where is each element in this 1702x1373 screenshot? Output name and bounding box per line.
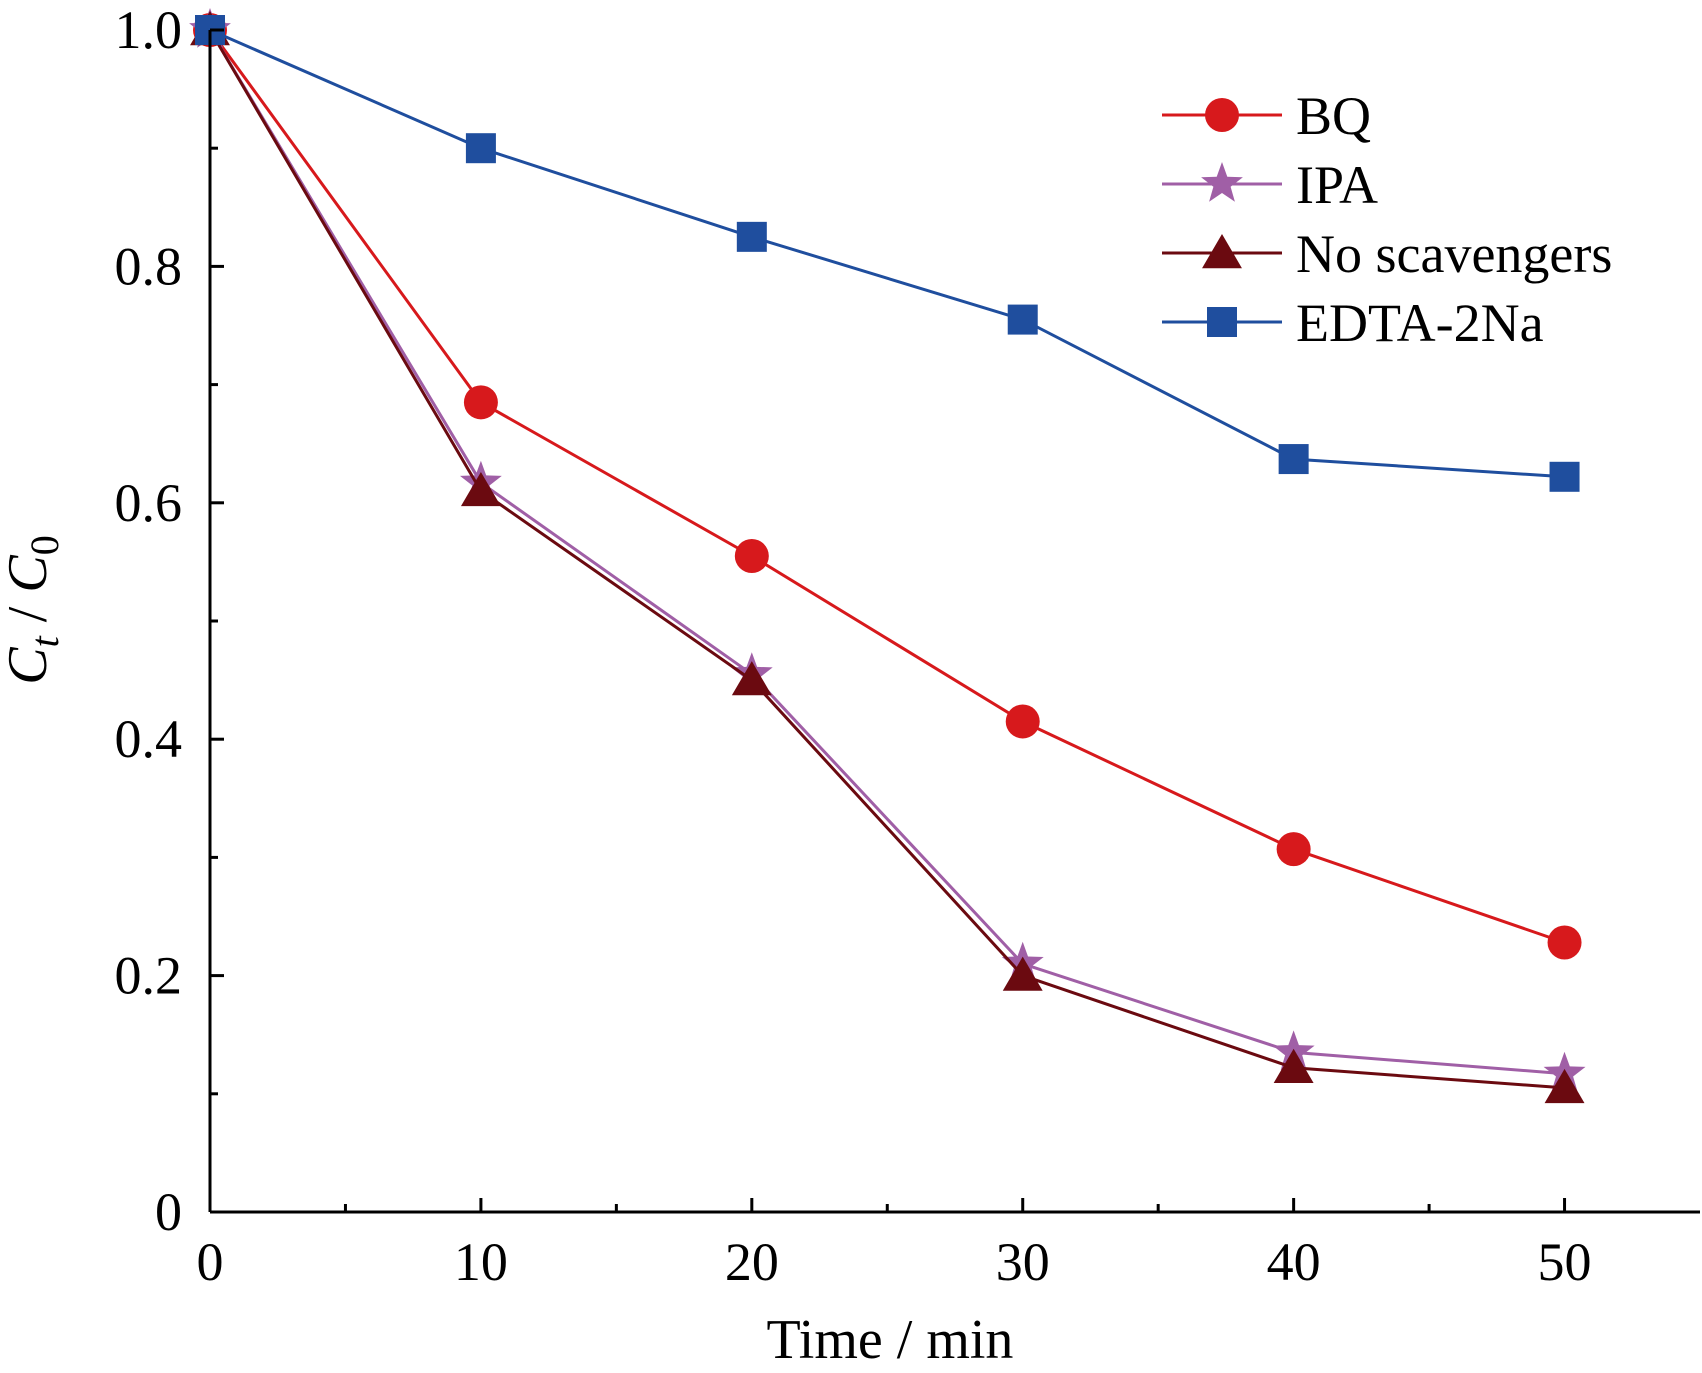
y-axis-label-ct: C xyxy=(0,647,59,685)
legend: BQ IPA No scavengers EDTA-2Na xyxy=(1162,86,1612,353)
x-tick-label: 20 xyxy=(725,1232,779,1292)
data-point-no-scavengers xyxy=(731,661,772,696)
legend-label-ipa: IPA xyxy=(1296,155,1378,215)
data-point-no-scavengers xyxy=(1273,1048,1314,1083)
y-axis-label-zero-sub: 0 xyxy=(22,535,67,555)
y-axis-label: Ct / C0 xyxy=(0,535,67,684)
data-point-no-scavengers xyxy=(1002,956,1043,991)
x-tick-label: 40 xyxy=(1267,1232,1321,1292)
series-line-bq xyxy=(208,29,1565,944)
y-axis-label-slash: / xyxy=(0,593,59,637)
series-layer xyxy=(189,8,1586,1104)
legend-label-no-scavengers: No scavengers xyxy=(1296,224,1612,284)
data-point-edta-2na xyxy=(465,133,496,164)
series-line-edta-2na xyxy=(209,28,1565,479)
data-point-edta-2na xyxy=(1007,304,1038,335)
legend-item-ipa: IPA xyxy=(1162,155,1378,215)
x-tick-label: 0 xyxy=(197,1232,224,1292)
legend-marker-no-scavengers xyxy=(1202,234,1242,269)
data-point-bq xyxy=(1547,925,1582,960)
legend-marker-bq xyxy=(1205,98,1239,132)
x-tick-label: 50 xyxy=(1538,1232,1592,1292)
y-tick-label: 0.8 xyxy=(115,236,183,296)
y-tick-label: 0.2 xyxy=(115,946,183,1006)
legend-marker-edta-2na xyxy=(1207,307,1237,337)
x-tick-label: 30 xyxy=(996,1232,1050,1292)
legend-item-no-scavengers: No scavengers xyxy=(1162,224,1612,284)
x-axis-label: Time / min xyxy=(767,1309,1014,1368)
y-tick-label: 0.6 xyxy=(115,473,183,533)
y-tick-label: 0.4 xyxy=(115,709,183,769)
legend-label-bq: BQ xyxy=(1296,86,1371,146)
y-axis-label-t-sub: t xyxy=(22,635,67,647)
data-point-no-scavengers xyxy=(1544,1068,1585,1104)
x-tick-label: 10 xyxy=(454,1232,508,1292)
data-point-bq xyxy=(463,385,498,420)
data-point-edta-2na xyxy=(1278,444,1309,475)
data-point-edta-2na xyxy=(736,221,767,252)
legend-item-bq: BQ xyxy=(1162,86,1371,146)
series-line-no-scavengers xyxy=(208,29,1565,1090)
axes-layer: 0 10 20 30 40 50 0 0.2 0.4 0.6 0.8 1.0 xyxy=(115,0,1700,1292)
data-point-no-scavengers xyxy=(460,471,501,507)
data-point-bq xyxy=(1276,832,1311,867)
y-tick-label: 0 xyxy=(155,1182,182,1242)
y-axis-label-c0: C xyxy=(0,555,59,593)
data-point-edta-2na xyxy=(1549,461,1580,492)
series-line-ipa xyxy=(208,29,1565,1076)
data-point-bq xyxy=(734,538,769,573)
legend-marker-ipa xyxy=(1201,162,1243,202)
y-tick-label: 1.0 xyxy=(115,0,183,60)
data-point-bq xyxy=(1005,704,1040,739)
legend-label-edta-2na: EDTA-2Na xyxy=(1296,293,1544,353)
legend-item-edta-2na: EDTA-2Na xyxy=(1162,293,1544,353)
